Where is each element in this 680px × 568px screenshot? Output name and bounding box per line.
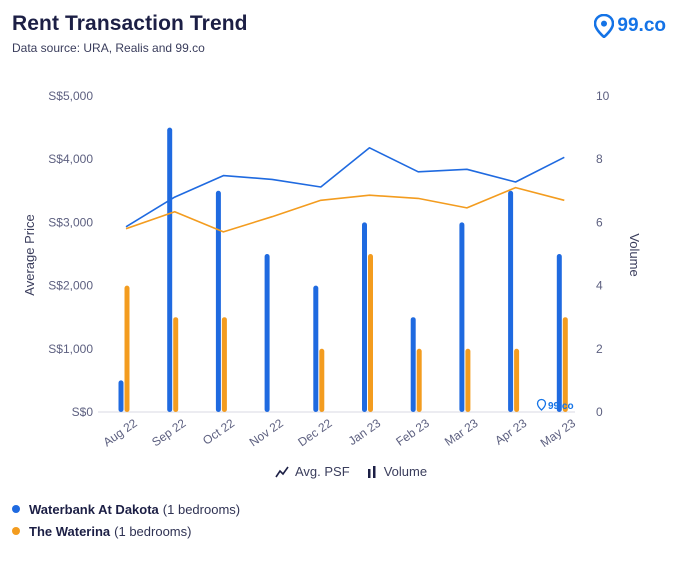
volume-bar[interactable] — [319, 348, 325, 412]
avg-psf-toggle[interactable]: Avg. PSF — [275, 464, 350, 479]
y-left-tick-label: S$2,000 — [48, 279, 93, 293]
avg-psf-label: Avg. PSF — [295, 464, 350, 479]
brand-logo[interactable]: 99.co — [594, 14, 666, 38]
y-right-tick-label: 4 — [596, 279, 603, 293]
chart-watermark: 99.co — [536, 398, 574, 412]
y-right-tick-label: 2 — [596, 342, 603, 356]
legend-color-dot — [12, 527, 20, 535]
volume-bar[interactable] — [221, 317, 227, 412]
x-tick-label: Apr 23 — [492, 416, 529, 448]
y-axis-right-title: Volume — [627, 233, 642, 276]
x-tick-label: Feb 23 — [393, 416, 432, 449]
x-tick-label: Aug 22 — [101, 416, 140, 449]
logo-text: 99.co — [617, 15, 666, 36]
volume-bar[interactable] — [410, 317, 416, 412]
volume-bar[interactable] — [556, 254, 562, 412]
x-tick-label: Nov 22 — [247, 416, 286, 449]
volume-bar[interactable] — [124, 285, 130, 412]
volume-bar[interactable] — [368, 254, 373, 412]
y-right-tick-label: 8 — [596, 152, 603, 166]
y-right-tick-label: 10 — [596, 89, 610, 103]
legend-color-dot — [12, 505, 20, 513]
y-axis-left-title: Average Price — [22, 214, 37, 295]
volume-bar[interactable] — [264, 254, 270, 412]
data-source-caption: Data source: URA, Realis and 99.co — [12, 41, 205, 55]
volume-bar[interactable] — [562, 317, 568, 412]
volume-bar[interactable] — [215, 190, 221, 412]
avg-psf-line[interactable] — [125, 147, 565, 228]
x-axis-tick-labels: Aug 22 Sep 22 Oct 22 Nov 22 Dec 22 Jan 23 Feb … — [101, 416, 579, 450]
x-tick-label: May 23 — [538, 416, 579, 450]
y-right-tick-label: 6 — [596, 215, 603, 229]
project-legend: Waterbank At Dakota (1 bedrooms) The Wat… — [12, 498, 240, 542]
legend-item[interactable]: Waterbank At Dakota (1 bedrooms) — [12, 498, 240, 520]
volume-bar[interactable] — [173, 317, 179, 412]
y-left-tick-label: S$0 — [72, 405, 94, 419]
volume-label: Volume — [383, 464, 428, 479]
legend-item[interactable]: The Waterina (1 bedrooms) — [12, 520, 240, 542]
volume-bar[interactable] — [313, 285, 319, 412]
series-toggle: Avg. PSF Volume — [275, 464, 443, 479]
y-left-tick-label: S$5,000 — [48, 89, 93, 103]
y-left-tick-label: S$3,000 — [48, 215, 93, 229]
volume-bar[interactable] — [167, 127, 173, 412]
page-title: Rent Transaction Trend — [12, 12, 248, 35]
bar-chart-icon — [367, 465, 376, 478]
location-pin-icon — [594, 14, 615, 38]
volume-toggle[interactable]: Volume — [366, 464, 427, 479]
line-chart-icon — [275, 466, 289, 477]
x-tick-label: Jan 23 — [346, 416, 384, 448]
legend-project-name: The Waterina — [29, 523, 111, 539]
x-tick-label: Sep 22 — [149, 416, 188, 449]
left-axis-ticks: S$0 S$1,000 S$2,000 S$3,000 S$4,000 S$5,000 — [48, 89, 93, 419]
volume-bar[interactable] — [118, 380, 124, 412]
y-left-tick-label: S$1,000 — [48, 342, 93, 356]
legend-bedrooms: (1 bedrooms) — [162, 501, 241, 517]
right-axis-ticks: 0 2 4 6 8 10 — [596, 89, 610, 419]
y-left-tick-label: S$4,000 — [48, 152, 93, 166]
legend-bedrooms: (1 bedrooms) — [114, 523, 192, 539]
volume-bar[interactable] — [514, 348, 520, 412]
volume-bar[interactable] — [508, 190, 514, 412]
watermark-text: 99.co — [548, 401, 574, 412]
volume-bars — [118, 127, 568, 412]
y-right-tick-label: 0 — [596, 405, 603, 419]
x-tick-label: Dec 22 — [295, 416, 334, 449]
rent-transaction-chart: S$0 S$1,000 S$2,000 S$3,000 S$4,000 S$5,000 0… — [22, 89, 642, 450]
volume-bar[interactable] — [465, 348, 471, 412]
watermark-pin-icon — [536, 398, 547, 411]
price-lines — [125, 147, 565, 233]
avg-psf-line[interactable] — [125, 186, 565, 233]
x-tick-label: Mar 23 — [442, 416, 481, 449]
x-tick-label: Oct 22 — [200, 416, 237, 448]
volume-bar[interactable] — [362, 222, 367, 412]
volume-bar[interactable] — [459, 222, 465, 412]
legend-project-name: Waterbank At Dakota — [29, 501, 159, 517]
volume-bar[interactable] — [416, 348, 422, 412]
